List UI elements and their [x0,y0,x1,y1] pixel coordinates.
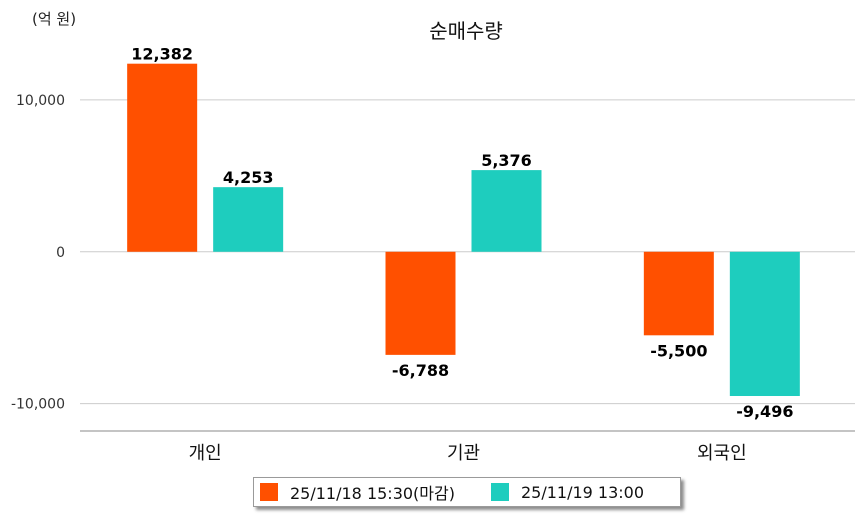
x-tick-label: 개인 [189,443,222,464]
bar [729,251,800,397]
legend: 25/11/18 15:30(마감) 25/11/19 13:00 [253,477,681,507]
data-labels: 12,382 4,253 -6,788 5,376 -5,500 -9,496 [131,45,793,421]
unit-label: (억 원) [32,10,76,28]
y-axis-ticks: 10,000 0 -10,000 [11,93,65,413]
bar [127,63,198,252]
legend-item-series-2[interactable]: 25/11/19 13:00 [490,482,645,502]
x-tick-label: 외국인 [697,443,747,464]
chart-title: 순매수량 [429,19,503,43]
data-label: -5,500 [650,341,707,360]
legend-swatch-series-1 [260,483,278,501]
legend-label-series-2: 25/11/19 13:00 [520,482,645,502]
bar [643,251,714,336]
x-tick-label: 기관 [447,443,480,464]
x-axis-ticks: 개인 기관 외국인 [189,443,747,464]
legend-item-series-1[interactable]: 25/11/18 15:30(마감) [260,480,455,504]
gridlines [80,99,855,405]
y-tick-label: 10,000 [16,93,65,109]
y-tick-label: 0 [56,245,65,261]
data-label: -9,496 [736,402,793,421]
legend-swatch-series-2 [490,483,509,501]
data-label: 4,253 [223,168,274,187]
y-tick-label: -10,000 [11,397,65,413]
bar [385,251,456,355]
bar [213,187,284,252]
data-label: 5,376 [481,151,532,170]
data-label: 12,382 [131,45,193,64]
data-label: -6,788 [392,361,449,380]
bar [471,170,542,252]
bars [127,63,800,397]
legend-label-series-1: 25/11/18 15:30(마감) [290,484,455,503]
